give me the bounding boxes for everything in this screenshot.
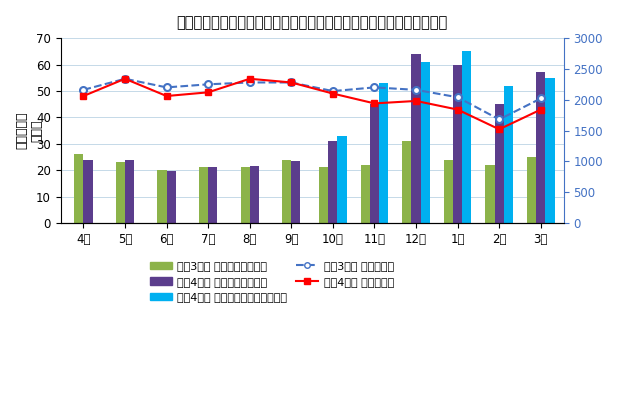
Bar (282, 160, 291, 223)
Bar (291, 161, 300, 223)
Bar (158, 170, 167, 223)
Bar (328, 141, 337, 223)
Bar (74, 154, 83, 223)
Bar (199, 168, 208, 223)
Bar (370, 104, 379, 223)
Bar (240, 168, 250, 223)
Bar (361, 165, 370, 223)
Bar (116, 162, 125, 223)
Bar (444, 160, 453, 223)
Bar (412, 54, 421, 223)
Legend: 令和3年度 ミックスペーパー, 令和4年度 ミックスペーパー, 令和4年度 プラスチック製容器包装, 令和3年度 燃えるごみ, 令和4年度 燃えるごみ: 令和3年度 ミックスペーパー, 令和4年度 ミックスペーパー, 令和4年度 プラ… (146, 258, 397, 306)
Bar (337, 136, 347, 223)
Bar (208, 168, 218, 223)
Bar (379, 83, 388, 223)
Bar (421, 62, 430, 223)
Bar (402, 141, 412, 223)
Title: 燃えるごみとプラスチック製容器包装・ミックスペーパーの収集実績: 燃えるごみとプラスチック製容器包装・ミックスペーパーの収集実績 (177, 15, 447, 30)
Bar (486, 165, 494, 223)
Bar (83, 160, 93, 223)
Bar (536, 72, 545, 223)
Bar (125, 160, 134, 223)
Bar (504, 86, 513, 223)
Bar (494, 104, 504, 223)
Bar (319, 168, 328, 223)
Y-axis label: 燃えるごみ
（ｔ）: 燃えるごみ （ｔ） (15, 112, 43, 149)
Bar (453, 64, 462, 223)
Bar (167, 171, 176, 223)
Bar (462, 51, 472, 223)
Bar (545, 78, 554, 223)
Bar (527, 157, 536, 223)
Bar (250, 166, 259, 223)
